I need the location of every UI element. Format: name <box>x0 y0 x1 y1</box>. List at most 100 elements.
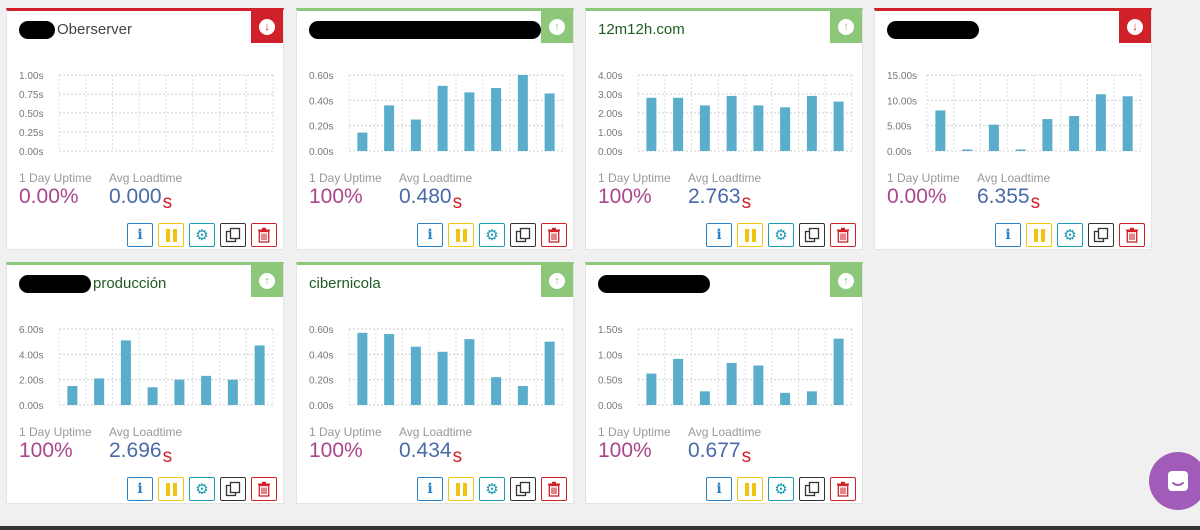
info-button[interactable]: i <box>706 477 732 501</box>
settings-button[interactable]: ⚙ <box>479 477 505 501</box>
info-button[interactable]: i <box>417 477 443 501</box>
delete-button[interactable] <box>251 477 277 501</box>
chart-bar[interactable] <box>94 378 105 405</box>
copy-button[interactable] <box>510 223 536 247</box>
chart-bar[interactable] <box>437 351 448 405</box>
pause-button[interactable] <box>737 477 763 501</box>
monitor-card[interactable]: producción ↑ 6.00s 4.00s 2.00s 0.00s 1 Day … <box>6 262 284 504</box>
pause-button[interactable] <box>158 477 184 501</box>
info-button[interactable]: i <box>127 477 153 501</box>
info-button[interactable]: i <box>706 223 732 247</box>
chart-bar[interactable] <box>384 334 395 405</box>
chart-bar[interactable] <box>174 379 185 405</box>
chart-bar[interactable] <box>1042 119 1053 151</box>
copy-button[interactable] <box>1088 223 1114 247</box>
chart-bar[interactable] <box>753 105 764 151</box>
delete-button[interactable] <box>830 223 856 247</box>
monitor-card[interactable]: cibernicola ↑ 0.60s 0.40s 0.20s 0.00s 1 Day… <box>296 262 574 504</box>
pause-button[interactable] <box>158 223 184 247</box>
chart-bar[interactable] <box>464 92 475 151</box>
copy-button[interactable] <box>799 223 825 247</box>
chart-bar[interactable] <box>120 340 131 405</box>
delete-button[interactable] <box>541 477 567 501</box>
copy-button[interactable] <box>220 477 246 501</box>
chart-bar[interactable] <box>833 338 844 405</box>
chart-bar[interactable] <box>227 379 238 405</box>
chart-bar[interactable] <box>673 97 684 151</box>
chart-bar[interactable] <box>699 391 710 405</box>
delete-button[interactable] <box>541 223 567 247</box>
chart-bar[interactable] <box>254 345 265 405</box>
monitor-card[interactable]: – ↑ 0.60s 0.40s 0.20s 0.00s 1 Day Uptime 10… <box>296 8 574 250</box>
chart-bar[interactable] <box>201 375 212 405</box>
chart-bar[interactable] <box>517 75 528 151</box>
chart-bar[interactable] <box>806 95 817 151</box>
chart-bar[interactable] <box>726 95 737 151</box>
chart-bar[interactable] <box>544 93 555 151</box>
pause-button[interactable] <box>1026 223 1052 247</box>
chart-bar[interactable] <box>147 387 158 405</box>
pause-button[interactable] <box>448 223 474 247</box>
monitor-name[interactable]: cibernicola <box>309 275 381 292</box>
chart-bar[interactable] <box>988 124 999 151</box>
chart-bar[interactable] <box>357 332 368 405</box>
copy-button[interactable] <box>220 223 246 247</box>
delete-button[interactable] <box>1119 223 1145 247</box>
chart-bar[interactable] <box>437 85 448 151</box>
chart-bar[interactable] <box>491 88 502 151</box>
chat-button[interactable] <box>1149 452 1200 510</box>
settings-button[interactable]: ⚙ <box>479 223 505 247</box>
settings-button[interactable]: ⚙ <box>1057 223 1083 247</box>
delete-button[interactable] <box>251 223 277 247</box>
pause-button[interactable] <box>737 223 763 247</box>
copy-button[interactable] <box>799 477 825 501</box>
chart-bar[interactable] <box>410 346 421 405</box>
chart-bar[interactable] <box>726 362 737 405</box>
chart-bar[interactable] <box>699 105 710 151</box>
info-button[interactable]: i <box>995 223 1021 247</box>
monitor-title[interactable]: Oberserver <box>19 21 133 40</box>
chart-bar[interactable] <box>1015 149 1026 151</box>
chart-bar[interactable] <box>833 101 844 151</box>
chart-bar[interactable] <box>646 97 657 151</box>
chart-bar[interactable] <box>1122 96 1133 151</box>
settings-button[interactable]: ⚙ <box>768 477 794 501</box>
chart-bar[interactable] <box>962 149 973 151</box>
settings-button[interactable]: ⚙ <box>189 223 215 247</box>
delete-button[interactable] <box>830 477 856 501</box>
chart-bar[interactable] <box>780 107 791 151</box>
monitor-title[interactable] <box>598 275 712 294</box>
monitor-card[interactable]: Oberserver ↓ 1.00s 0.75s 0.50s 0.25s 0.00s 1… <box>6 8 284 250</box>
pause-button[interactable] <box>448 477 474 501</box>
monitor-name[interactable]: producción <box>93 275 167 292</box>
chart-bar[interactable] <box>464 339 475 405</box>
chart-bar[interactable] <box>646 373 657 405</box>
monitor-name[interactable]: 12m12h.com <box>598 21 685 38</box>
chart-bar[interactable] <box>753 365 764 405</box>
chart-bar[interactable] <box>544 341 555 405</box>
info-button[interactable]: i <box>127 223 153 247</box>
monitor-card[interactable]: 12m12h.com ↑ 4.00s 3.00s 2.00s 1.00s 0.00s 1… <box>585 8 863 250</box>
info-button[interactable]: i <box>417 223 443 247</box>
chart-bar[interactable] <box>806 391 817 405</box>
chart-bar[interactable] <box>410 119 421 151</box>
chart-bar[interactable] <box>357 132 368 151</box>
copy-button[interactable] <box>510 477 536 501</box>
chart-bar[interactable] <box>491 377 502 405</box>
chart-bar[interactable] <box>1095 94 1106 151</box>
monitor-title[interactable]: producción <box>19 275 167 294</box>
chart-bar[interactable] <box>673 358 684 405</box>
chart-bar[interactable] <box>67 386 78 405</box>
chart-bar[interactable] <box>935 110 946 151</box>
monitor-card[interactable]: ↓ 15.00s 10.00s 5.00s 0.00s 1 Day Uptime 0.… <box>874 8 1152 250</box>
monitor-card[interactable]: ↑ 1.50s 1.00s 0.50s 0.00s 1 Day Uptime 100%… <box>585 262 863 504</box>
monitor-title[interactable]: 12m12h.com <box>598 21 685 38</box>
monitor-title[interactable]: cibernicola <box>309 275 381 292</box>
monitor-title[interactable] <box>887 21 981 40</box>
chart-bar[interactable] <box>517 386 528 405</box>
monitor-name[interactable]: Oberserver <box>57 21 133 38</box>
monitor-title[interactable]: – <box>309 21 551 40</box>
chart-bar[interactable] <box>780 392 791 405</box>
settings-button[interactable]: ⚙ <box>768 223 794 247</box>
chart-bar[interactable] <box>1069 116 1080 151</box>
